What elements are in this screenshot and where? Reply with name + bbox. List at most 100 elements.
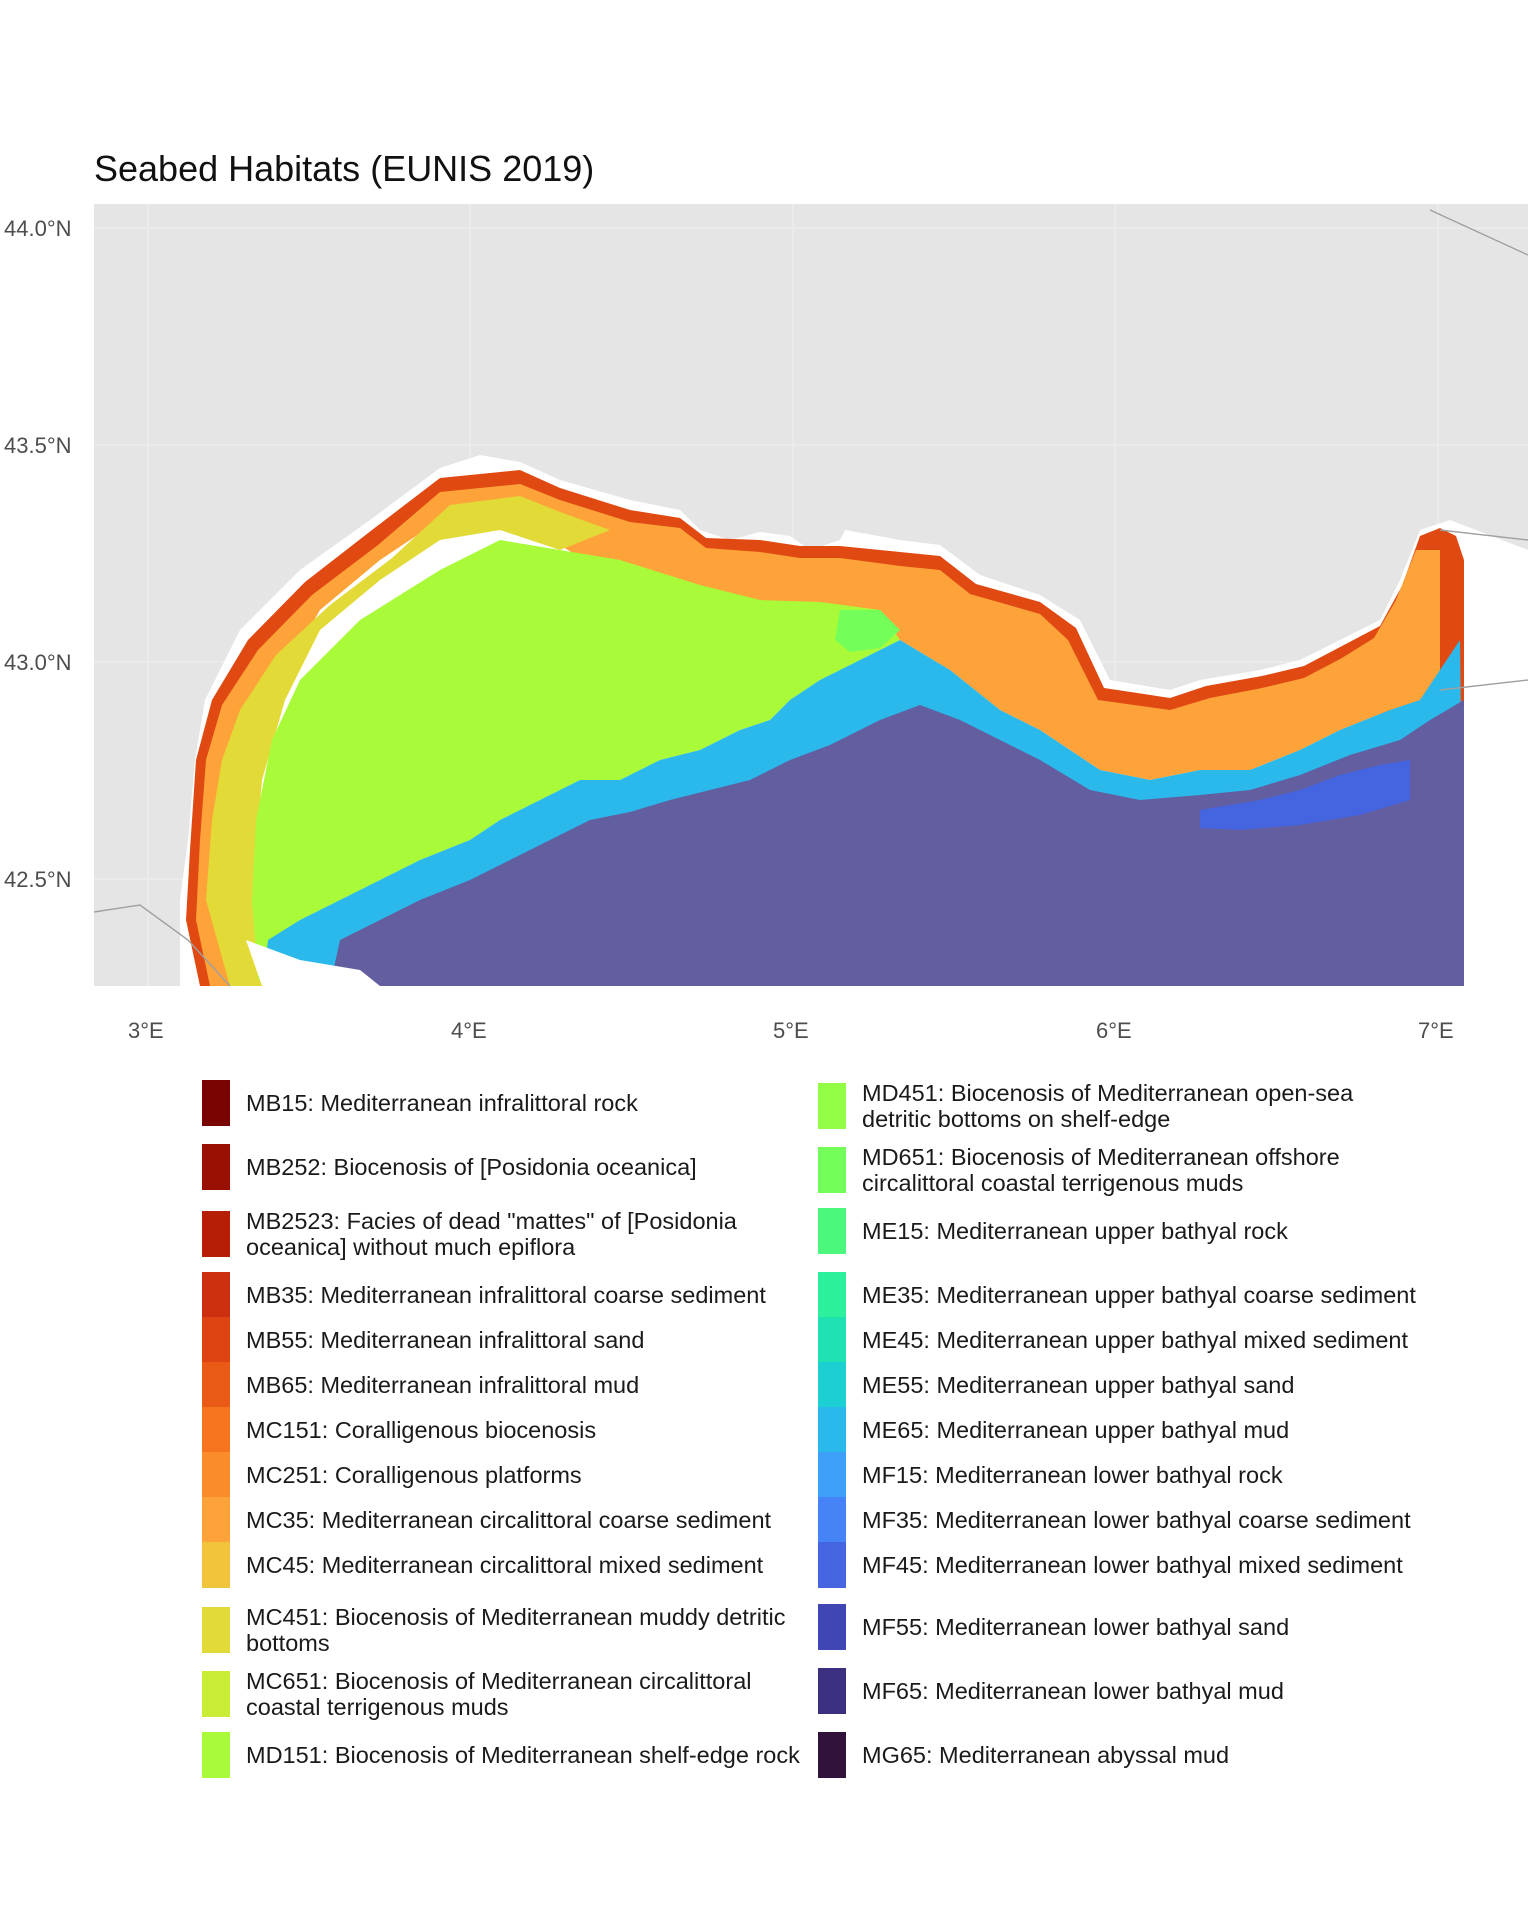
legend-item: MF35: Mediterranean lower bathyal coarse… [818,1497,1422,1543]
y-tick-label: 43.0°N [4,650,72,675]
legend-item: ME35: Mediterranean upper bathyal coarse… [818,1272,1422,1318]
legend-label: MC35: Mediterranean circalittoral coarse… [246,1507,772,1533]
legend-label: MB2523: Facies of dead "mattes" of [Posi… [246,1208,737,1260]
legend-item: ME45: Mediterranean upper bathyal mixed … [818,1317,1422,1363]
legend-item: MB65: Mediterranean infralittoral mud [202,1362,806,1408]
legend-swatch [818,1407,846,1453]
legend-swatch [202,1452,230,1498]
y-axis: 44.0°N 43.5°N 43.0°N 42.5°N [4,216,72,892]
legend-item: MC151: Coralligenous biocenosis [202,1407,806,1453]
legend-item: ME15: Mediterranean upper bathyal rock [818,1208,1422,1254]
legend-label: MF65: Mediterranean lower bathyal mud [862,1678,1284,1704]
gulf-of-lion-gap [246,940,380,986]
y-tick-label: 44.0°N [4,216,72,241]
x-tick-label: 6°E [1096,1018,1132,1043]
x-tick-label: 3°E [128,1018,164,1043]
legend-swatch [202,1080,230,1126]
legend-swatch [202,1542,230,1588]
legend-label: MB65: Mediterranean infralittoral mud [246,1372,640,1398]
legend-label: ME55: Mediterranean upper bathyal sand [862,1372,1295,1398]
legend-item: MB55: Mediterranean infralittoral sand [202,1317,806,1363]
legend-swatch [202,1497,230,1543]
legend-label: MC251: Coralligenous platforms [246,1462,582,1488]
legend-label: ME15: Mediterranean upper bathyal rock [862,1218,1288,1244]
legend-item: MF15: Mediterranean lower bathyal rock [818,1452,1422,1498]
legend-item: MD151: Biocenosis of Mediterranean shelf… [202,1732,806,1778]
legend-swatch [202,1362,230,1408]
map-title: Seabed Habitats (EUNIS 2019) [94,148,595,189]
y-tick-label: 42.5°N [4,867,72,892]
legend-swatch [202,1671,230,1717]
legend-swatch [202,1607,230,1653]
x-tick-label: 4°E [451,1018,487,1043]
legend-item: MF55: Mediterranean lower bathyal sand [818,1604,1422,1650]
x-tick-label: 7°E [1418,1018,1454,1043]
legend-item: MC651: Biocenosis of Mediterranean circa… [202,1668,806,1720]
legend-item: MB35: Mediterranean infralittoral coarse… [202,1272,806,1318]
habitat-map: 44.0°N 43.5°N 43.0°N 42.5°N 3°E 4°E 5°E … [4,204,1529,1043]
legend-label: MF35: Mediterranean lower bathyal coarse… [862,1507,1411,1533]
legend-item: MC35: Mediterranean circalittoral coarse… [202,1497,806,1543]
legend-label: ME35: Mediterranean upper bathyal coarse… [862,1282,1416,1308]
legend-item: MB2523: Facies of dead "mattes" of [Posi… [202,1208,806,1260]
legend-swatch [818,1147,846,1193]
legend-swatch [818,1208,846,1254]
legend-label: MB55: Mediterranean infralittoral sand [246,1327,645,1353]
legend-item: MB15: Mediterranean infralittoral rock [202,1080,806,1126]
legend-item: MC251: Coralligenous platforms [202,1452,806,1498]
legend-swatch [818,1362,846,1408]
legend-label: MB252: Biocenosis of [Posidonia oceanica… [246,1154,697,1180]
legend-label: MD451: Biocenosis of Mediterranean open-… [862,1080,1354,1132]
x-axis: 3°E 4°E 5°E 6°E 7°E [128,1018,1454,1043]
shelf-area [252,540,900,980]
legend-swatch [818,1497,846,1543]
lower-bathyal-channels [1200,760,1410,830]
legend-label: MC45: Mediterranean circalittoral mixed … [246,1552,764,1578]
legend-swatch [202,1144,230,1190]
legend-swatch [818,1542,846,1588]
offshore-mud-area [835,610,900,652]
muddy-detritic-area [206,496,610,986]
legend-label: MC451: Biocenosis of Mediterranean muddy… [246,1604,786,1656]
legend-item: ME65: Mediterranean upper bathyal mud [818,1407,1422,1453]
legend-label: MD151: Biocenosis of Mediterranean shelf… [246,1742,800,1768]
legend-item: MC451: Biocenosis of Mediterranean muddy… [202,1604,806,1656]
legend-item: MB252: Biocenosis of [Posidonia oceanica… [202,1144,806,1190]
legend-swatch [202,1317,230,1363]
legend-label: MD651: Biocenosis of Mediterranean offsh… [862,1144,1340,1196]
x-tick-label: 5°E [773,1018,809,1043]
circalittoral-band [196,484,1440,986]
lower-bathyal-area [330,700,1464,986]
legend-label: MB15: Mediterranean infralittoral rock [246,1090,638,1116]
legend-item: MC45: Mediterranean circalittoral mixed … [202,1542,806,1588]
legend-label: ME65: Mediterranean upper bathyal mud [862,1417,1290,1443]
legend-item: MG65: Mediterranean abyssal mud [818,1732,1422,1778]
legend-swatch [202,1211,230,1257]
legend-label: MC651: Biocenosis of Mediterranean circa… [246,1668,752,1720]
legend-swatch [818,1272,846,1318]
legend-item: ME55: Mediterranean upper bathyal sand [818,1362,1422,1408]
legend-swatch [202,1272,230,1318]
legend-swatch [818,1083,846,1129]
legend-swatch [818,1317,846,1363]
legend-label: MC151: Coralligenous biocenosis [246,1417,597,1443]
legend-item: MD451: Biocenosis of Mediterranean open-… [818,1080,1422,1132]
legend-item: MD651: Biocenosis of Mediterranean offsh… [818,1144,1422,1196]
legend-label: MF15: Mediterranean lower bathyal rock [862,1462,1283,1488]
legend-item: MF65: Mediterranean lower bathyal mud [818,1668,1422,1714]
legend-label: MF45: Mediterranean lower bathyal mixed … [862,1552,1403,1578]
map-panel: 44.0°N 43.5°N 43.0°N 42.5°N 3°E 4°E 5°E … [0,200,1536,1060]
legend-swatch [202,1732,230,1778]
legend-swatch [818,1668,846,1714]
y-tick-label: 43.5°N [4,433,72,458]
legend-swatch [202,1407,230,1453]
legend-swatch [818,1604,846,1650]
legend-label: MG65: Mediterranean abyssal mud [862,1742,1230,1768]
legend-item: MF45: Mediterranean lower bathyal mixed … [818,1542,1422,1588]
legend-swatch [818,1732,846,1778]
coastlines [93,209,1529,987]
legend-label: MB35: Mediterranean infralittoral coarse… [246,1282,766,1308]
legend-label: ME45: Mediterranean upper bathyal mixed … [862,1327,1409,1353]
legend-swatch [818,1452,846,1498]
legend-label: MF55: Mediterranean lower bathyal sand [862,1614,1290,1640]
